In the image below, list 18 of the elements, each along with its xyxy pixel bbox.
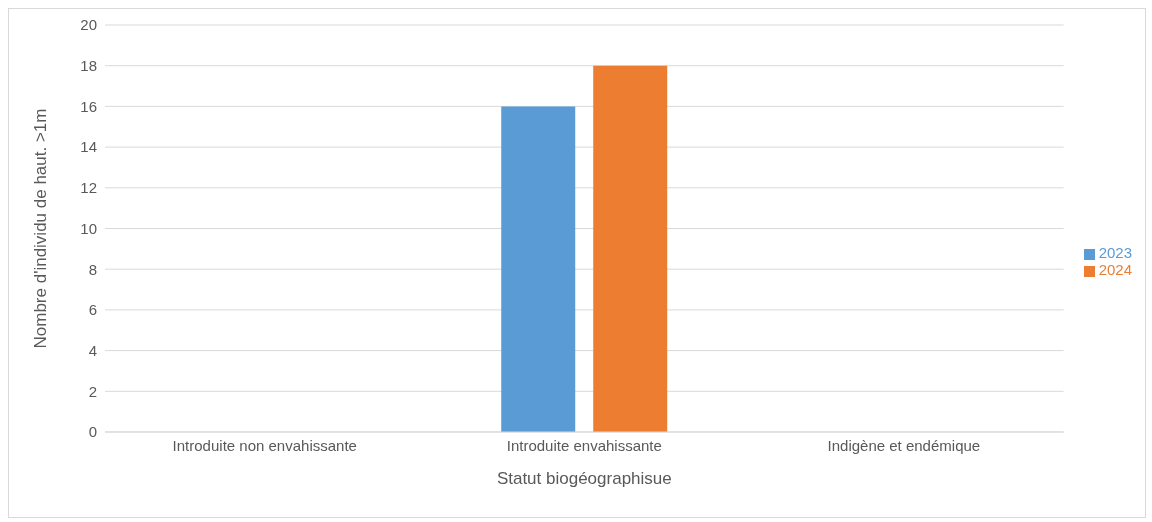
y-tick-label: 16 [80, 97, 97, 115]
x-tick-label: Introduite envahissante [506, 436, 662, 454]
legend-label: 2024 [1098, 261, 1132, 278]
y-tick-label: 14 [80, 138, 97, 156]
x-tick-label: Introduite non envahissante [172, 436, 357, 454]
x-axis-title: Statut biogéographisue [496, 469, 672, 488]
y-axis-title: Nombre d'individu de haut. >1m [31, 108, 51, 349]
legend-label: 2023 [1098, 244, 1132, 261]
y-tick-label: 6 [88, 301, 97, 319]
x-tick-label: Indigène et endémique [827, 436, 981, 454]
y-tick-label: 0 [88, 423, 97, 441]
y-tick-label: 10 [80, 219, 97, 237]
y-tick-label: 18 [80, 57, 97, 75]
y-tick-label: 8 [88, 260, 97, 278]
y-tick-label: 2 [88, 382, 97, 400]
y-tick-label: 12 [80, 179, 97, 197]
y-tick-label: 20 [80, 16, 97, 34]
y-tick-label: 4 [88, 341, 97, 359]
